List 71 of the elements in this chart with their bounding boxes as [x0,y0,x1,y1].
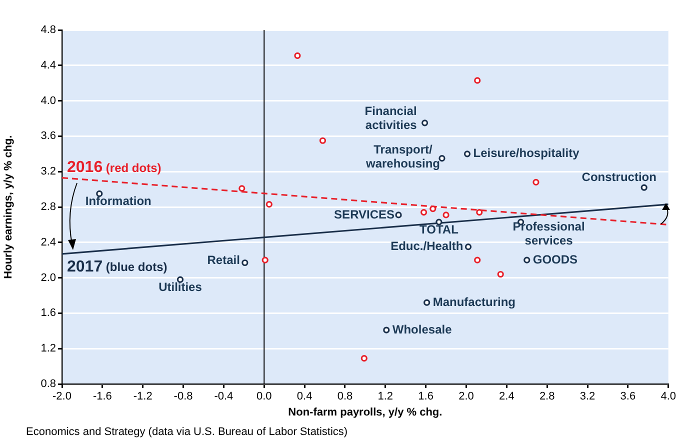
point [383,326,390,334]
y-tick-label: 1.6 [40,307,56,320]
point [395,212,402,218]
x-tick-label: -2.0 [52,390,72,403]
point [476,209,483,216]
point [524,256,530,264]
point [464,244,472,250]
x-tick-label: 4.0 [660,390,676,403]
text: Economics and Strategy (data via U.S. Bureau of Labor Statistics) [26,426,348,438]
x-tick-label: 2.4 [499,390,514,403]
y-tick-label: 4.4 [40,59,56,72]
annotation: Wholesale [392,322,452,336]
x-tick-label: 0.4 [296,390,312,403]
annotation: Leisure/hospitality [473,146,580,160]
x-tick-label: 2.0 [458,390,474,403]
x-tick-label: 3.6 [620,390,636,403]
series-label: 2016 (red dots) [67,159,162,176]
point [532,178,540,186]
point [422,120,428,126]
annotation: Information [85,194,152,208]
point [238,185,246,192]
annotation: Retail [207,253,240,268]
annotation: Educ./Health [390,239,464,254]
point [442,212,450,218]
point [266,201,272,208]
x-tick-label: 1.2 [378,390,394,403]
point [436,218,442,226]
point [262,256,268,264]
y-tick-label: 3.6 [40,130,56,142]
y-tick-label: 0.8 [40,378,56,390]
y-tick-label: 1.2 [40,342,56,355]
x-tick-label: 1.6 [418,390,434,403]
point [420,209,428,216]
point [360,355,368,362]
point [640,184,648,191]
y-tick-label: 4.0 [40,94,56,107]
y-tick-label: 2.8 [40,201,56,214]
y-axis-title: Hourly earnings, y/y % chg. [2,135,15,279]
series-label: 2017 (blue dots) [67,258,168,276]
annotation: Manufacturing [432,294,516,309]
annotation: Construction [582,170,656,184]
x-tick-label: 2.8 [539,390,555,403]
annotation: Transport/ warehousing [364,142,440,171]
x-tick-label: 3.2 [580,390,596,403]
x-tick-label: -0.8 [174,390,193,403]
annotation: GOODS [532,252,578,266]
x-tick-label: 0.0 [256,390,272,403]
x-axis-title: Non-farm payrolls, y/y % chg. [288,406,442,418]
point [474,77,481,84]
point [430,205,436,212]
point [464,150,471,158]
annotation: SERVICES [334,207,395,222]
point [424,299,430,306]
point [319,137,326,144]
x-tick-label: -0.4 [214,390,234,403]
x-tick-label: 0.8 [337,390,353,403]
point [438,155,446,162]
point [294,52,301,59]
y-tick-label: 3.2 [40,166,56,178]
point [242,259,248,266]
y-tick-label: 2.0 [40,272,56,284]
annotation: Utilities [158,280,202,294]
annotation: Financial activities [364,104,418,132]
x-tick-label: -1.6 [92,390,112,403]
y-tick-label: 4.8 [40,24,56,36]
x-tick-label: -1.2 [133,390,152,403]
point [474,256,481,264]
annotation: Professional services [512,219,585,248]
y-tick-label: 2.4 [40,236,56,248]
point [497,270,504,278]
annotation: TOTAL [420,222,458,236]
